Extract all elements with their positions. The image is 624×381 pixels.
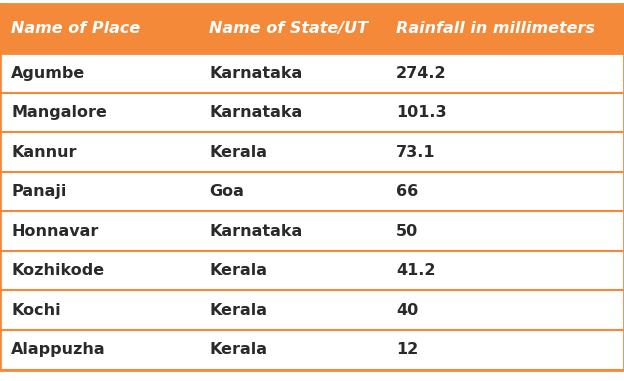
Text: Honnavar: Honnavar (11, 224, 99, 239)
Text: Agumbe: Agumbe (11, 66, 85, 80)
Text: Kerala: Kerala (209, 342, 267, 357)
Text: Rainfall in millimeters: Rainfall in millimeters (396, 21, 595, 36)
Text: 73.1: 73.1 (396, 145, 436, 160)
Bar (0, 93, 624, 132)
Text: Kochi: Kochi (11, 303, 61, 318)
Text: 12: 12 (396, 342, 419, 357)
Text: 66: 66 (396, 184, 419, 199)
Text: Name of State/UT: Name of State/UT (209, 21, 368, 36)
Text: Panaji: Panaji (11, 184, 67, 199)
Text: 50: 50 (396, 224, 419, 239)
Text: Alappuzha: Alappuzha (11, 342, 106, 357)
Text: Karnataka: Karnataka (209, 105, 302, 120)
Text: 274.2: 274.2 (396, 66, 447, 80)
Bar (0, 132, 624, 172)
Text: Name of Place: Name of Place (11, 21, 140, 36)
Text: Karnataka: Karnataka (209, 66, 302, 80)
Bar (0, 330, 624, 370)
Text: Mangalore: Mangalore (11, 105, 107, 120)
Text: 40: 40 (396, 303, 419, 318)
Text: Kozhikode: Kozhikode (11, 263, 104, 278)
Bar (0, 251, 624, 290)
Bar (0, 53, 624, 93)
Text: 101.3: 101.3 (396, 105, 447, 120)
Text: Kerala: Kerala (209, 145, 267, 160)
Text: Kerala: Kerala (209, 303, 267, 318)
Bar (0, 4, 624, 53)
Text: Kerala: Kerala (209, 263, 267, 278)
Bar (0, 290, 624, 330)
Text: 41.2: 41.2 (396, 263, 436, 278)
Bar (0, 172, 624, 211)
Text: Karnataka: Karnataka (209, 224, 302, 239)
Bar (0, 211, 624, 251)
Text: Kannur: Kannur (11, 145, 77, 160)
Text: Goa: Goa (209, 184, 244, 199)
